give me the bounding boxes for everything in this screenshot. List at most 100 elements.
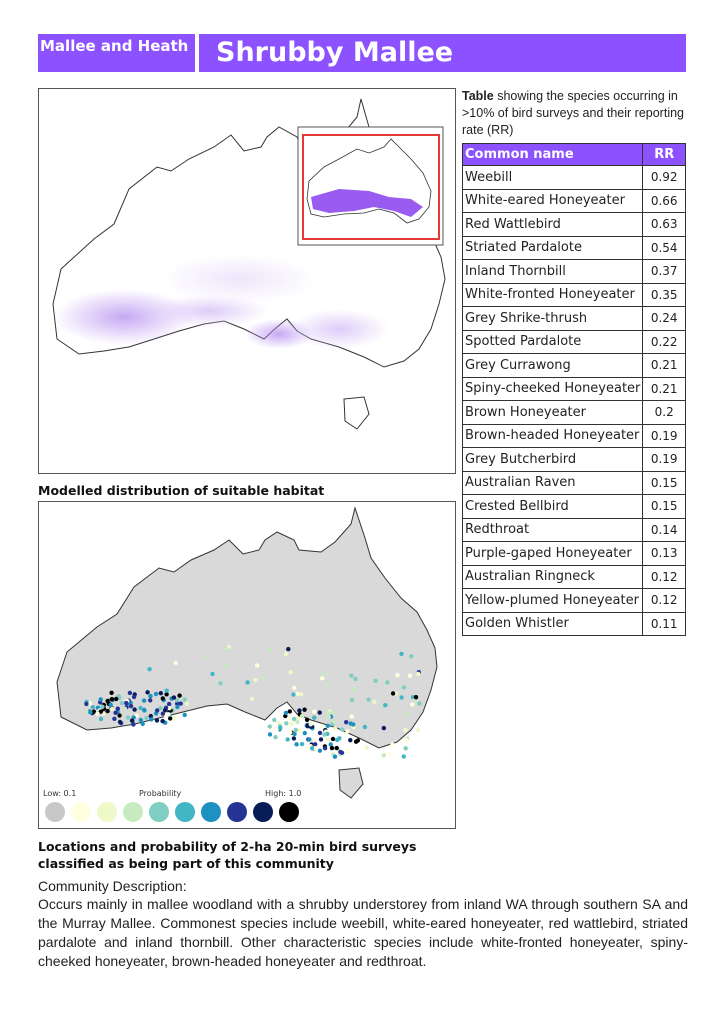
survey-point xyxy=(105,708,110,714)
survey-point xyxy=(366,697,371,702)
species-name: Golden Whistler xyxy=(461,611,644,636)
survey-point xyxy=(128,703,134,709)
reporting-rate: 0.12 xyxy=(642,588,686,613)
survey-map-graphic xyxy=(56,506,438,799)
survey-point xyxy=(166,712,171,717)
habitat-map-caption: Modelled distribution of suitable habita… xyxy=(38,483,325,498)
survey-point xyxy=(267,647,273,652)
species-name: Spotted Pardalote xyxy=(461,329,644,354)
survey-point xyxy=(322,672,327,677)
survey-point xyxy=(322,732,327,737)
table-row: Grey Currawong 0.21 xyxy=(461,353,686,378)
survey-point xyxy=(148,698,153,703)
survey-point xyxy=(416,671,421,677)
survey-point xyxy=(98,716,104,722)
species-name: Purple-gaped Honeyeater xyxy=(461,541,644,566)
description-text: Occurs mainly in mallee woodland with a … xyxy=(38,896,688,969)
survey-point xyxy=(100,704,105,709)
survey-point xyxy=(383,703,388,708)
survey-point xyxy=(175,704,180,710)
survey-point xyxy=(90,705,96,710)
survey-point xyxy=(401,754,406,759)
species-name: Spiny-cheeked Honeyeater xyxy=(461,376,644,401)
title-banner: Shrubby Mallee xyxy=(199,34,686,72)
survey-point xyxy=(84,701,89,707)
reporting-rate: 0.13 xyxy=(642,541,686,566)
table-row: Brown Honeyeater 0.2 xyxy=(461,400,686,425)
survey-point xyxy=(260,674,266,680)
reporting-rate: 0.19 xyxy=(642,423,686,448)
survey-point xyxy=(311,738,317,743)
survey-point xyxy=(288,670,293,675)
survey-point xyxy=(154,718,160,723)
survey-point xyxy=(291,692,296,697)
survey-point xyxy=(348,738,353,743)
survey-point xyxy=(175,701,180,706)
survey-point xyxy=(332,754,338,759)
reporting-rate: 0.54 xyxy=(642,235,686,260)
table-row: Grey Butcherbird 0.19 xyxy=(461,447,686,472)
species-name: Grey Currawong xyxy=(461,353,644,378)
inset-highlight-frame xyxy=(302,134,440,240)
survey-point xyxy=(168,716,173,721)
survey-point xyxy=(119,700,125,706)
legend-swatch xyxy=(45,802,65,822)
col-common-name: Common name xyxy=(461,143,644,166)
survey-point xyxy=(88,701,93,706)
survey-point xyxy=(184,701,190,706)
species-name: Yellow-plumed Honeyeater xyxy=(461,588,644,613)
survey-point xyxy=(292,685,297,691)
survey-point xyxy=(294,742,299,747)
survey-point xyxy=(145,690,150,695)
legend-swatch xyxy=(253,802,273,822)
survey-point xyxy=(286,646,291,652)
survey-point xyxy=(302,730,307,736)
survey-point xyxy=(88,710,93,715)
survey-point xyxy=(307,737,312,742)
survey-point xyxy=(112,716,117,721)
survey-point xyxy=(353,676,358,682)
species-table: Common name RR Weebill 0.92 White-eared Ho… xyxy=(461,143,686,636)
survey-point xyxy=(346,748,352,754)
reporting-rate: 0.92 xyxy=(642,165,686,190)
survey-point xyxy=(295,719,300,725)
table-row: Australian Raven 0.15 xyxy=(461,470,686,495)
survey-point xyxy=(253,677,258,683)
table-row: Inland Thornbill 0.37 xyxy=(461,259,686,284)
table-row: Golden Whistler 0.11 xyxy=(461,611,686,636)
table-row: Purple-gaped Honeyeater 0.13 xyxy=(461,541,686,566)
legend-swatch xyxy=(123,802,143,822)
survey-point xyxy=(131,722,136,727)
species-name: Brown-headed Honeyeater xyxy=(461,423,644,448)
survey-point xyxy=(84,709,89,714)
habitat-map xyxy=(38,88,456,474)
survey-point xyxy=(332,726,338,731)
survey-point xyxy=(182,712,187,718)
survey-point xyxy=(95,711,100,716)
survey-point xyxy=(415,727,421,733)
survey-point xyxy=(138,705,143,711)
species-name: Weebill xyxy=(461,165,644,190)
survey-point xyxy=(308,722,313,727)
survey-point xyxy=(403,712,409,717)
survey-point xyxy=(332,719,337,724)
survey-point xyxy=(410,702,415,707)
survey-point xyxy=(312,709,317,714)
survey-point xyxy=(109,690,114,695)
survey-point xyxy=(349,673,354,678)
survey-point xyxy=(309,746,315,751)
survey-point xyxy=(164,688,169,693)
reporting-rate: 0.19 xyxy=(642,447,686,472)
survey-point xyxy=(330,736,336,742)
survey-point xyxy=(283,710,289,716)
legend-swatch xyxy=(227,802,247,822)
survey-map-caption: Locations and probability of 2-ha 20-min… xyxy=(38,839,417,871)
survey-point xyxy=(390,742,395,747)
survey-point xyxy=(158,691,163,696)
legend-swatch xyxy=(149,802,169,822)
survey-point xyxy=(403,746,408,751)
survey-point xyxy=(164,692,169,697)
tasmania-outline xyxy=(343,396,370,430)
survey-point xyxy=(91,709,97,714)
survey-point xyxy=(335,737,340,743)
